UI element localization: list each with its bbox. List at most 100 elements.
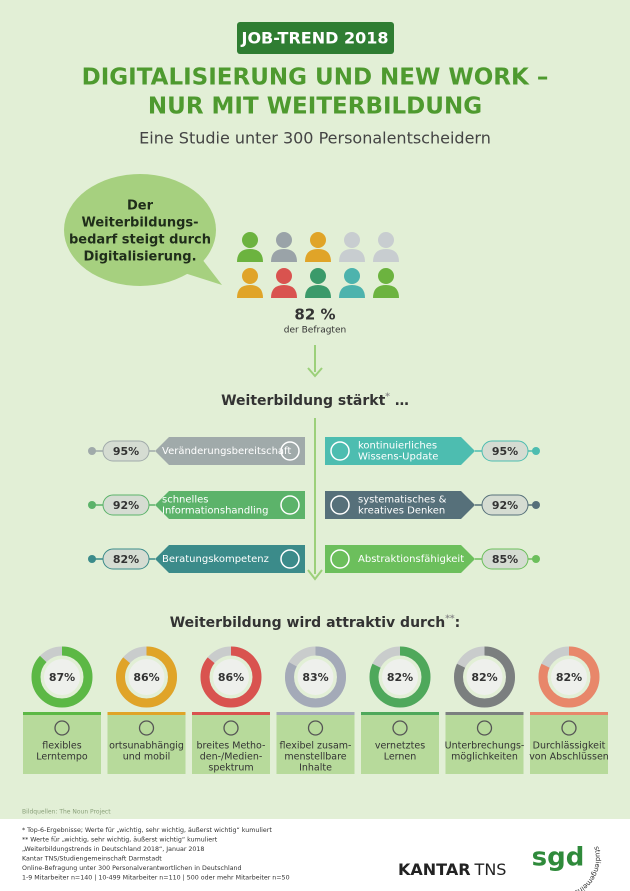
strength-label: kreatives Denken (358, 506, 445, 517)
card-label: Inhalte (299, 763, 332, 774)
dot (532, 501, 540, 509)
card-label: den-/Medien- (200, 752, 263, 763)
person-body (373, 285, 399, 298)
kantar: KANTAR (398, 860, 471, 879)
person-head (344, 232, 360, 248)
card-label: Lernen (384, 752, 417, 763)
icon (280, 495, 300, 515)
tns: TNS (474, 860, 507, 879)
section-title-text: Weiterbildung stärkt (221, 393, 385, 409)
card-top (192, 712, 270, 715)
strength-bar (325, 491, 475, 519)
badge: JOB-TREND 2018 (241, 29, 389, 48)
donut-center (128, 659, 165, 695)
strength-bar (325, 437, 475, 465)
strength-bar (155, 437, 305, 465)
card-label: flexibel zusam- (280, 741, 352, 752)
donut-arc (369, 646, 431, 708)
title-tail: : (455, 615, 461, 631)
person-head (276, 268, 292, 284)
card (445, 712, 524, 774)
card-label: von Abschlüssen (529, 752, 609, 763)
strength-label: Wissens-Update (358, 452, 438, 463)
footnote: Online-Befragung unter 300 Personalveran… (22, 865, 242, 872)
card-label: und mobil (123, 752, 170, 763)
donut-label: 83% (302, 671, 328, 684)
card-icon (392, 720, 408, 736)
value-label: 95% (113, 445, 139, 458)
dot (88, 447, 96, 455)
person-body (237, 249, 263, 262)
card (192, 712, 270, 774)
donut-label: 87% (49, 671, 75, 684)
footnote: ** Werte für „wichtig, sehr wichtig, äuß… (22, 837, 218, 844)
person-body (271, 249, 297, 262)
card-label: flexibles (42, 741, 81, 752)
dot (88, 501, 96, 509)
card (107, 712, 186, 774)
person-body (373, 249, 399, 262)
card-label: Durchlässigkeit (533, 741, 606, 752)
person-head (310, 232, 326, 248)
donut-arc (454, 646, 515, 708)
card-top (530, 712, 608, 715)
donut-center (213, 659, 249, 695)
section-title: Weiterbildung wird attraktiv durch**: (170, 614, 461, 632)
value-pill (102, 440, 150, 462)
section-title: Weiterbildung stärkt* … (221, 392, 409, 410)
value-pill (481, 440, 529, 462)
value-pill (481, 548, 529, 570)
title: NUR MIT WEITERBILDUNG (148, 94, 482, 120)
strength-label: Veränderungsbereitschaft (162, 446, 291, 457)
person-body (305, 285, 331, 298)
footnote: 1-9 Mitarbeiter n=140 | 10-499 Mitarbeit… (22, 875, 290, 882)
value-label: 95% (492, 445, 518, 458)
card-icon (476, 720, 493, 736)
donut-center (551, 659, 587, 695)
value-pill (102, 494, 150, 516)
badge-box (237, 22, 394, 54)
strength-label: Informationshandling (162, 506, 269, 517)
card-icon (561, 720, 577, 736)
footnote: „Weiterbildungstrends in Deutschland 201… (22, 846, 204, 853)
dot (88, 555, 96, 563)
bubble-text: Digitalisierung. (83, 250, 196, 265)
card (276, 712, 355, 774)
donut-center (466, 659, 503, 695)
title: DIGITALISIERUNG UND NEW WORK – (82, 65, 549, 91)
card-label: vernetztes (375, 741, 425, 752)
person-body (339, 249, 365, 262)
donut-center (382, 659, 418, 695)
note-mark: ** (445, 614, 455, 624)
donut-center (44, 659, 80, 695)
donut-arc (31, 646, 93, 708)
strength-label: schnelles (162, 495, 208, 506)
donut-arc (538, 646, 600, 708)
strength-bar (325, 545, 475, 573)
card-label: menstellbare (284, 752, 346, 763)
credits: Bildquellen: The Noun Project (22, 809, 111, 816)
share-caption: der Befragten (284, 326, 346, 336)
card-top (107, 712, 186, 715)
value-pill (481, 494, 529, 516)
kantar-logo: KANTAR TNS (398, 860, 506, 879)
icon (330, 549, 350, 569)
icon (330, 441, 350, 461)
strength-bar (155, 545, 305, 573)
footnote: Kantar TNS/Studiengemeinschaft Darmstadt (22, 856, 162, 863)
bubble-text: Weiterbildungs- (81, 216, 198, 231)
person-head (276, 232, 292, 248)
card-label: Lerntempo (36, 752, 88, 763)
icon (330, 495, 350, 515)
person-head (344, 268, 360, 284)
person-head (378, 232, 394, 248)
subtitle: Eine Studie unter 300 Personalentscheide… (139, 129, 491, 148)
card-top (361, 712, 439, 715)
title-tail: … (390, 393, 409, 409)
donut-label: 82% (471, 671, 497, 684)
arrow-head (307, 367, 323, 378)
person-body (271, 285, 297, 298)
donut-center (297, 659, 334, 695)
donut-label: 82% (387, 671, 413, 684)
